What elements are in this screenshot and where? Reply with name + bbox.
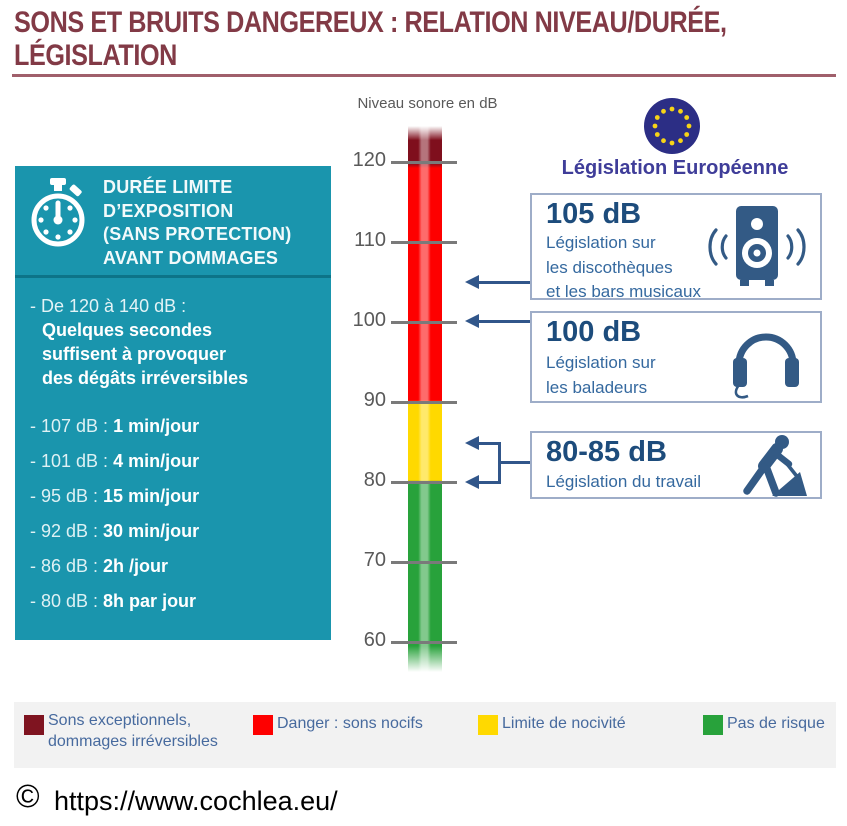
panel-divider <box>15 275 331 278</box>
worker-icon <box>743 435 807 497</box>
tick-label-90: 90 <box>363 389 386 411</box>
intro-bold-line: Quelques secondes <box>42 320 213 340</box>
intro-label: - De 120 à 140 dB : <box>30 296 187 316</box>
exposure-limit-panel: DURÉE LIMITE D’EXPOSITION (SANS PROTECTI… <box>15 166 331 640</box>
exposure-item: - 107 dB : 1 min/jour <box>30 416 199 437</box>
tick-70 <box>391 561 457 564</box>
legend-swatch-danger <box>253 715 273 735</box>
legend-strip: Sons exceptionnels, dommages irréversibl… <box>14 702 836 768</box>
item-level: - 107 dB : <box>30 416 114 436</box>
arrow-80db-head-icon <box>465 475 479 489</box>
arrow-80db-line <box>479 481 501 484</box>
legend-label-exceptional: Sons exceptionnels, dommages irréversibl… <box>48 710 218 752</box>
law-line: Législation du travail <box>546 472 701 491</box>
legislation-heading: Législation Européenne <box>561 157 789 179</box>
axis-label: Niveau sonore en dB <box>357 95 498 112</box>
law-box-100db: 100 dB Législation sur les baladeurs <box>530 311 822 403</box>
law-description: Législation du travail <box>546 470 701 495</box>
tick-110 <box>391 241 457 244</box>
tick-label-60: 60 <box>363 629 386 651</box>
tick-60 <box>391 641 457 644</box>
exposure-item: - 95 dB : 15 min/jour <box>30 486 199 507</box>
eu-flag-icon <box>644 98 700 154</box>
tick-100 <box>391 321 457 324</box>
exposure-item: - 92 dB : 30 min/jour <box>30 521 199 542</box>
arrow-100db-head-icon <box>465 314 479 328</box>
legend-line: dommages irréversibles <box>48 733 218 750</box>
intro-bold-line: suffisent à provoquer <box>42 344 227 364</box>
law-line: les discothèques <box>546 257 673 277</box>
arrow-85db-head-icon <box>465 436 479 450</box>
legend-label-danger: Danger : sons nocifs <box>277 715 423 732</box>
law-line: les baladeurs <box>546 377 648 397</box>
law-line: Législation sur <box>546 353 656 372</box>
heading-line: DURÉE LIMITE <box>103 177 233 197</box>
tick-label-70: 70 <box>363 549 386 571</box>
tick-label-110: 110 <box>354 229 386 251</box>
tick-label-100: 100 <box>352 309 386 331</box>
item-duration: 4 min/jour <box>113 451 200 471</box>
law-db-value: 80-85 dB <box>546 436 667 468</box>
item-duration: 30 min/jour <box>103 521 200 541</box>
stopwatch-icon <box>31 178 85 247</box>
heading-line: (SANS PROTECTION) <box>103 224 292 244</box>
speaker-icon <box>708 206 806 286</box>
arrow-105db-line <box>479 281 530 284</box>
item-level: - 92 dB : <box>30 521 104 541</box>
law-box-80-85db: 80-85 dB Législation du travail <box>530 431 822 499</box>
legend-swatch-safe <box>703 715 723 735</box>
exposure-item: - 101 dB : 4 min/jour <box>30 451 199 472</box>
sound-level-bar <box>408 126 442 672</box>
arrow-85db-line <box>479 442 501 445</box>
page-title-line2: LÉGISLATION <box>14 39 177 72</box>
source-url[interactable]: https://www.cochlea.eu/ <box>54 786 338 816</box>
law-db-value: 105 dB <box>546 198 642 230</box>
legend-line: Sons exceptionnels, <box>48 712 192 729</box>
legend-swatch-exceptional <box>24 715 44 735</box>
law-box-105db: 105 dB Législation sur les discothèques … <box>530 193 822 301</box>
law-description: Législation sur les baladeurs <box>546 351 656 400</box>
law-db-value: 100 dB <box>546 316 642 348</box>
page-title-line1: SONS ET BRUITS DANGEREUX : RELATION NIVE… <box>14 6 727 39</box>
heading-line: D’EXPOSITION <box>103 200 234 221</box>
item-duration: 15 min/jour <box>103 486 200 506</box>
headphones-icon <box>733 333 799 399</box>
tick-label-120: 120 <box>352 149 386 171</box>
law-line: et les bars musicaux <box>546 282 701 301</box>
exposure-intro: - De 120 à 140 dB : Quelques secondes su… <box>30 294 248 390</box>
tick-90 <box>391 401 457 404</box>
heading-line: AVANT DOMMAGES <box>103 247 279 268</box>
title-underline <box>12 74 836 77</box>
arrow-105db-head-icon <box>465 275 479 289</box>
legend-label-limit: Limite de nocivité <box>502 715 626 732</box>
item-duration: 8h par jour <box>103 591 197 611</box>
item-duration: 2h /jour <box>103 556 169 576</box>
law-description: Législation sur les discothèques et les … <box>546 231 701 305</box>
item-level: - 95 dB : <box>30 486 104 506</box>
item-duration: 1 min/jour <box>113 416 200 436</box>
exposure-panel-heading: DURÉE LIMITE D’EXPOSITION (SANS PROTECTI… <box>103 176 291 270</box>
intro-bold-line: des dégâts irréversibles <box>42 368 249 388</box>
legend-swatch-limit <box>478 715 498 735</box>
item-level: - 80 dB : <box>30 591 104 611</box>
bracket-stub-line <box>498 461 530 464</box>
item-level: - 101 dB : <box>30 451 114 471</box>
tick-label-80: 80 <box>363 469 386 491</box>
tick-80 <box>391 481 457 484</box>
exposure-item: - 86 dB : 2h /jour <box>30 556 168 577</box>
tick-120 <box>391 161 457 164</box>
copyright-symbol: © <box>16 778 40 814</box>
item-level: - 86 dB : <box>30 556 104 576</box>
exposure-item: - 80 dB : 8h par jour <box>30 591 196 612</box>
arrow-100db-line <box>479 320 530 323</box>
law-line: Législation sur <box>546 233 656 252</box>
legend-label-safe: Pas de risque <box>727 715 825 732</box>
page-title: SONS ET BRUITS DANGEREUX : RELATION NIVE… <box>14 6 837 72</box>
